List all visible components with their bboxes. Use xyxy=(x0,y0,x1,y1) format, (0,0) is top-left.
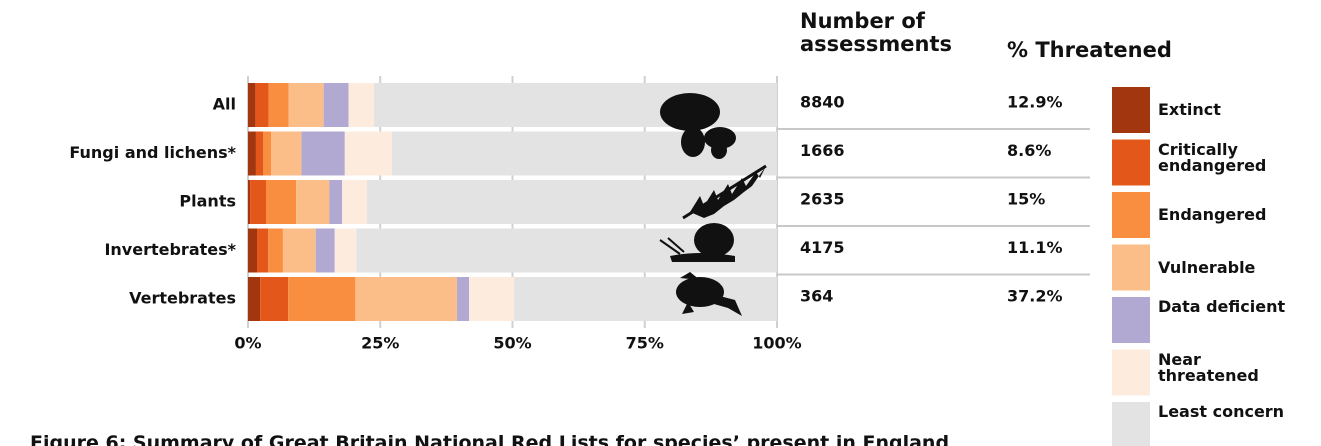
fern-icon xyxy=(682,164,767,220)
bar-segment xyxy=(334,228,357,273)
legend-swatch xyxy=(1112,244,1150,291)
legend-swatch xyxy=(1112,192,1150,238)
table-header: Number of assessments xyxy=(800,9,953,56)
bar-segment xyxy=(514,277,777,321)
table-cell: 4175 xyxy=(800,238,845,257)
icons xyxy=(659,93,767,316)
x-tick-label: 25% xyxy=(361,334,399,353)
bar-segment xyxy=(301,131,345,176)
bar-segment xyxy=(256,228,269,273)
bar-segment xyxy=(469,277,515,321)
legend-label: Least concern xyxy=(1158,402,1285,421)
bar-segment xyxy=(268,83,289,127)
legend-swatch xyxy=(1112,297,1150,343)
y-tick-label: Vertebrates xyxy=(129,289,236,308)
bar-segment xyxy=(323,83,349,127)
bar-segment xyxy=(263,131,272,176)
y-tick-label: Plants xyxy=(179,192,236,211)
table-cell: 8840 xyxy=(800,93,845,112)
bar-segment xyxy=(248,131,256,176)
bar-segment xyxy=(296,180,330,224)
bar-segment xyxy=(268,228,283,273)
legend-label: Extinct xyxy=(1158,100,1221,119)
bar-segment xyxy=(288,277,356,321)
legend-swatch xyxy=(1112,87,1150,133)
bar-segment xyxy=(271,131,302,176)
table-cell: 1666 xyxy=(800,141,845,160)
bar-segment xyxy=(255,83,269,127)
x-tick-label: 0% xyxy=(234,334,261,353)
bar-segment xyxy=(282,228,316,273)
y-tick-label: All xyxy=(213,95,236,114)
bar-segment xyxy=(344,131,392,176)
legend-label: Critically endangered xyxy=(1158,139,1267,175)
legend-swatch xyxy=(1112,139,1150,186)
bar-segment xyxy=(255,131,264,176)
legend-swatch xyxy=(1112,402,1150,446)
x-tick-label: 50% xyxy=(493,334,531,353)
bar-segment xyxy=(456,277,470,321)
bar-segment xyxy=(342,180,368,224)
bar-segment xyxy=(315,228,335,273)
legend-label: Endangered xyxy=(1158,205,1267,224)
table-header: % Threatened xyxy=(1007,38,1172,62)
legend-label: Near threatened xyxy=(1158,349,1259,385)
bar-segment xyxy=(248,277,261,321)
bar-segment xyxy=(248,228,257,273)
chart-title: Figure 6: Summary of Great Britain Natio… xyxy=(30,432,950,446)
x-tick-label: 100% xyxy=(752,334,801,353)
y-tick-label: Fungi and lichens* xyxy=(69,143,236,162)
bar-segment xyxy=(265,180,297,224)
legend-label: Data deficient xyxy=(1158,297,1286,316)
table-cell: 12.9% xyxy=(1007,93,1063,112)
bar-segment xyxy=(355,277,457,321)
table-cell: 2635 xyxy=(800,190,845,209)
snail-icon xyxy=(659,223,735,262)
legend-swatch xyxy=(1112,349,1150,396)
y-tick-label: Invertebrates* xyxy=(104,240,236,259)
table-cell: 364 xyxy=(800,287,833,306)
x-tick-label: 75% xyxy=(626,334,664,353)
bar-segment xyxy=(260,277,289,321)
bar-segment xyxy=(348,83,374,127)
mushroom-icon xyxy=(660,93,736,159)
bar-segment xyxy=(248,83,256,127)
table-cell: 11.1% xyxy=(1007,238,1063,257)
table-cell: 15% xyxy=(1007,190,1045,209)
bar-segment xyxy=(250,180,266,224)
table-cell: 37.2% xyxy=(1007,287,1063,306)
frog-icon xyxy=(676,272,742,316)
bar-segment xyxy=(288,83,324,127)
bar-segment xyxy=(248,180,251,224)
table-cell: 8.6% xyxy=(1007,141,1051,160)
legend-label: Vulnerable xyxy=(1158,257,1256,277)
bar-segment xyxy=(329,180,343,224)
